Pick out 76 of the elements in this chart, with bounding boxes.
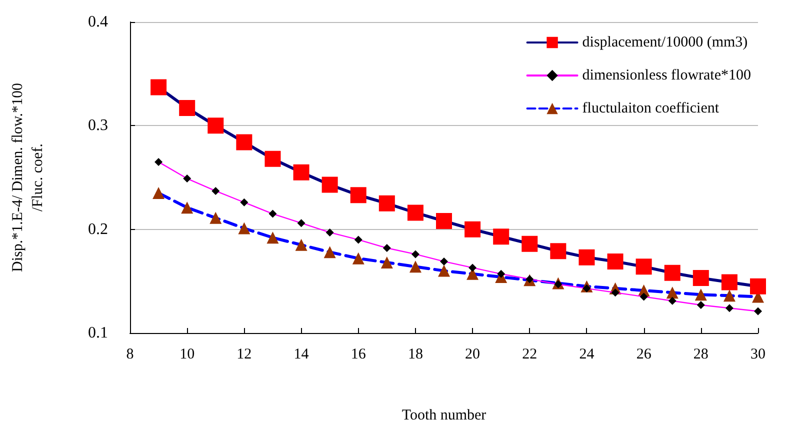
x-tick-label: 26 <box>636 346 652 362</box>
point <box>326 228 334 236</box>
point <box>497 270 506 278</box>
point <box>725 304 734 312</box>
point <box>210 212 222 224</box>
point <box>692 270 709 286</box>
x-tick-label: 22 <box>522 346 538 362</box>
x-tick-label: 10 <box>180 346 195 362</box>
point <box>208 118 224 134</box>
point <box>550 243 566 260</box>
point <box>212 186 220 195</box>
point <box>152 187 165 200</box>
point <box>354 236 362 244</box>
point <box>183 174 192 183</box>
point <box>723 290 736 302</box>
point <box>322 176 338 193</box>
point <box>266 232 279 244</box>
y-tick-label: 0.4 <box>88 14 108 30</box>
x-axis-title: Tooth number <box>402 408 486 424</box>
x-tick-label: 8 <box>126 346 134 362</box>
point <box>407 204 424 221</box>
point <box>493 228 510 245</box>
point <box>640 292 648 301</box>
point <box>636 258 652 275</box>
point <box>578 249 595 266</box>
point <box>440 257 448 266</box>
point <box>750 278 766 294</box>
point <box>607 253 624 270</box>
point <box>468 264 477 272</box>
point <box>240 198 248 206</box>
point <box>668 296 676 305</box>
point <box>522 236 538 252</box>
point <box>181 202 194 214</box>
point <box>378 195 395 212</box>
point <box>350 187 366 204</box>
point <box>438 264 450 277</box>
point <box>664 264 680 281</box>
y-tick-label: 0.2 <box>88 220 108 238</box>
point <box>236 134 252 150</box>
y-tick-label: 0.1 <box>88 324 108 342</box>
point <box>754 307 762 316</box>
point <box>380 256 393 269</box>
point <box>464 221 481 238</box>
point <box>264 150 281 167</box>
point <box>436 213 452 230</box>
x-tick-label: 28 <box>693 346 708 362</box>
x-tick-label: 30 <box>750 346 766 362</box>
point <box>721 274 738 290</box>
point <box>297 219 306 228</box>
point <box>150 79 167 96</box>
x-tick-label: 18 <box>408 346 423 362</box>
x-tick-label: 14 <box>294 346 310 362</box>
point <box>611 288 620 297</box>
point <box>382 244 391 252</box>
point <box>238 222 250 234</box>
point <box>268 210 277 218</box>
y-axis-title: Disp.*1.E-4/ Dimen. flow.*100 /Fluc. coef. <box>10 82 46 272</box>
point <box>694 288 707 301</box>
point <box>409 260 422 273</box>
point <box>293 164 310 180</box>
point <box>324 246 336 258</box>
x-tick-label: 16 <box>350 346 366 362</box>
point <box>696 301 705 310</box>
point <box>179 100 196 116</box>
point <box>352 252 364 264</box>
legend-label: fluctulaiton coefficient <box>582 100 720 116</box>
point <box>154 158 163 166</box>
legend-label: displacement/10000 (mm3) <box>582 34 748 50</box>
point <box>666 286 678 299</box>
legend-label: dimensionless flowrate*100 <box>582 68 752 84</box>
x-tick-label: 24 <box>579 346 595 362</box>
x-tick-label: 12 <box>236 346 252 362</box>
y-tick-label: 0.3 <box>88 117 108 134</box>
point <box>411 250 420 258</box>
x-tick-label: 20 <box>465 346 480 362</box>
point <box>295 238 308 251</box>
